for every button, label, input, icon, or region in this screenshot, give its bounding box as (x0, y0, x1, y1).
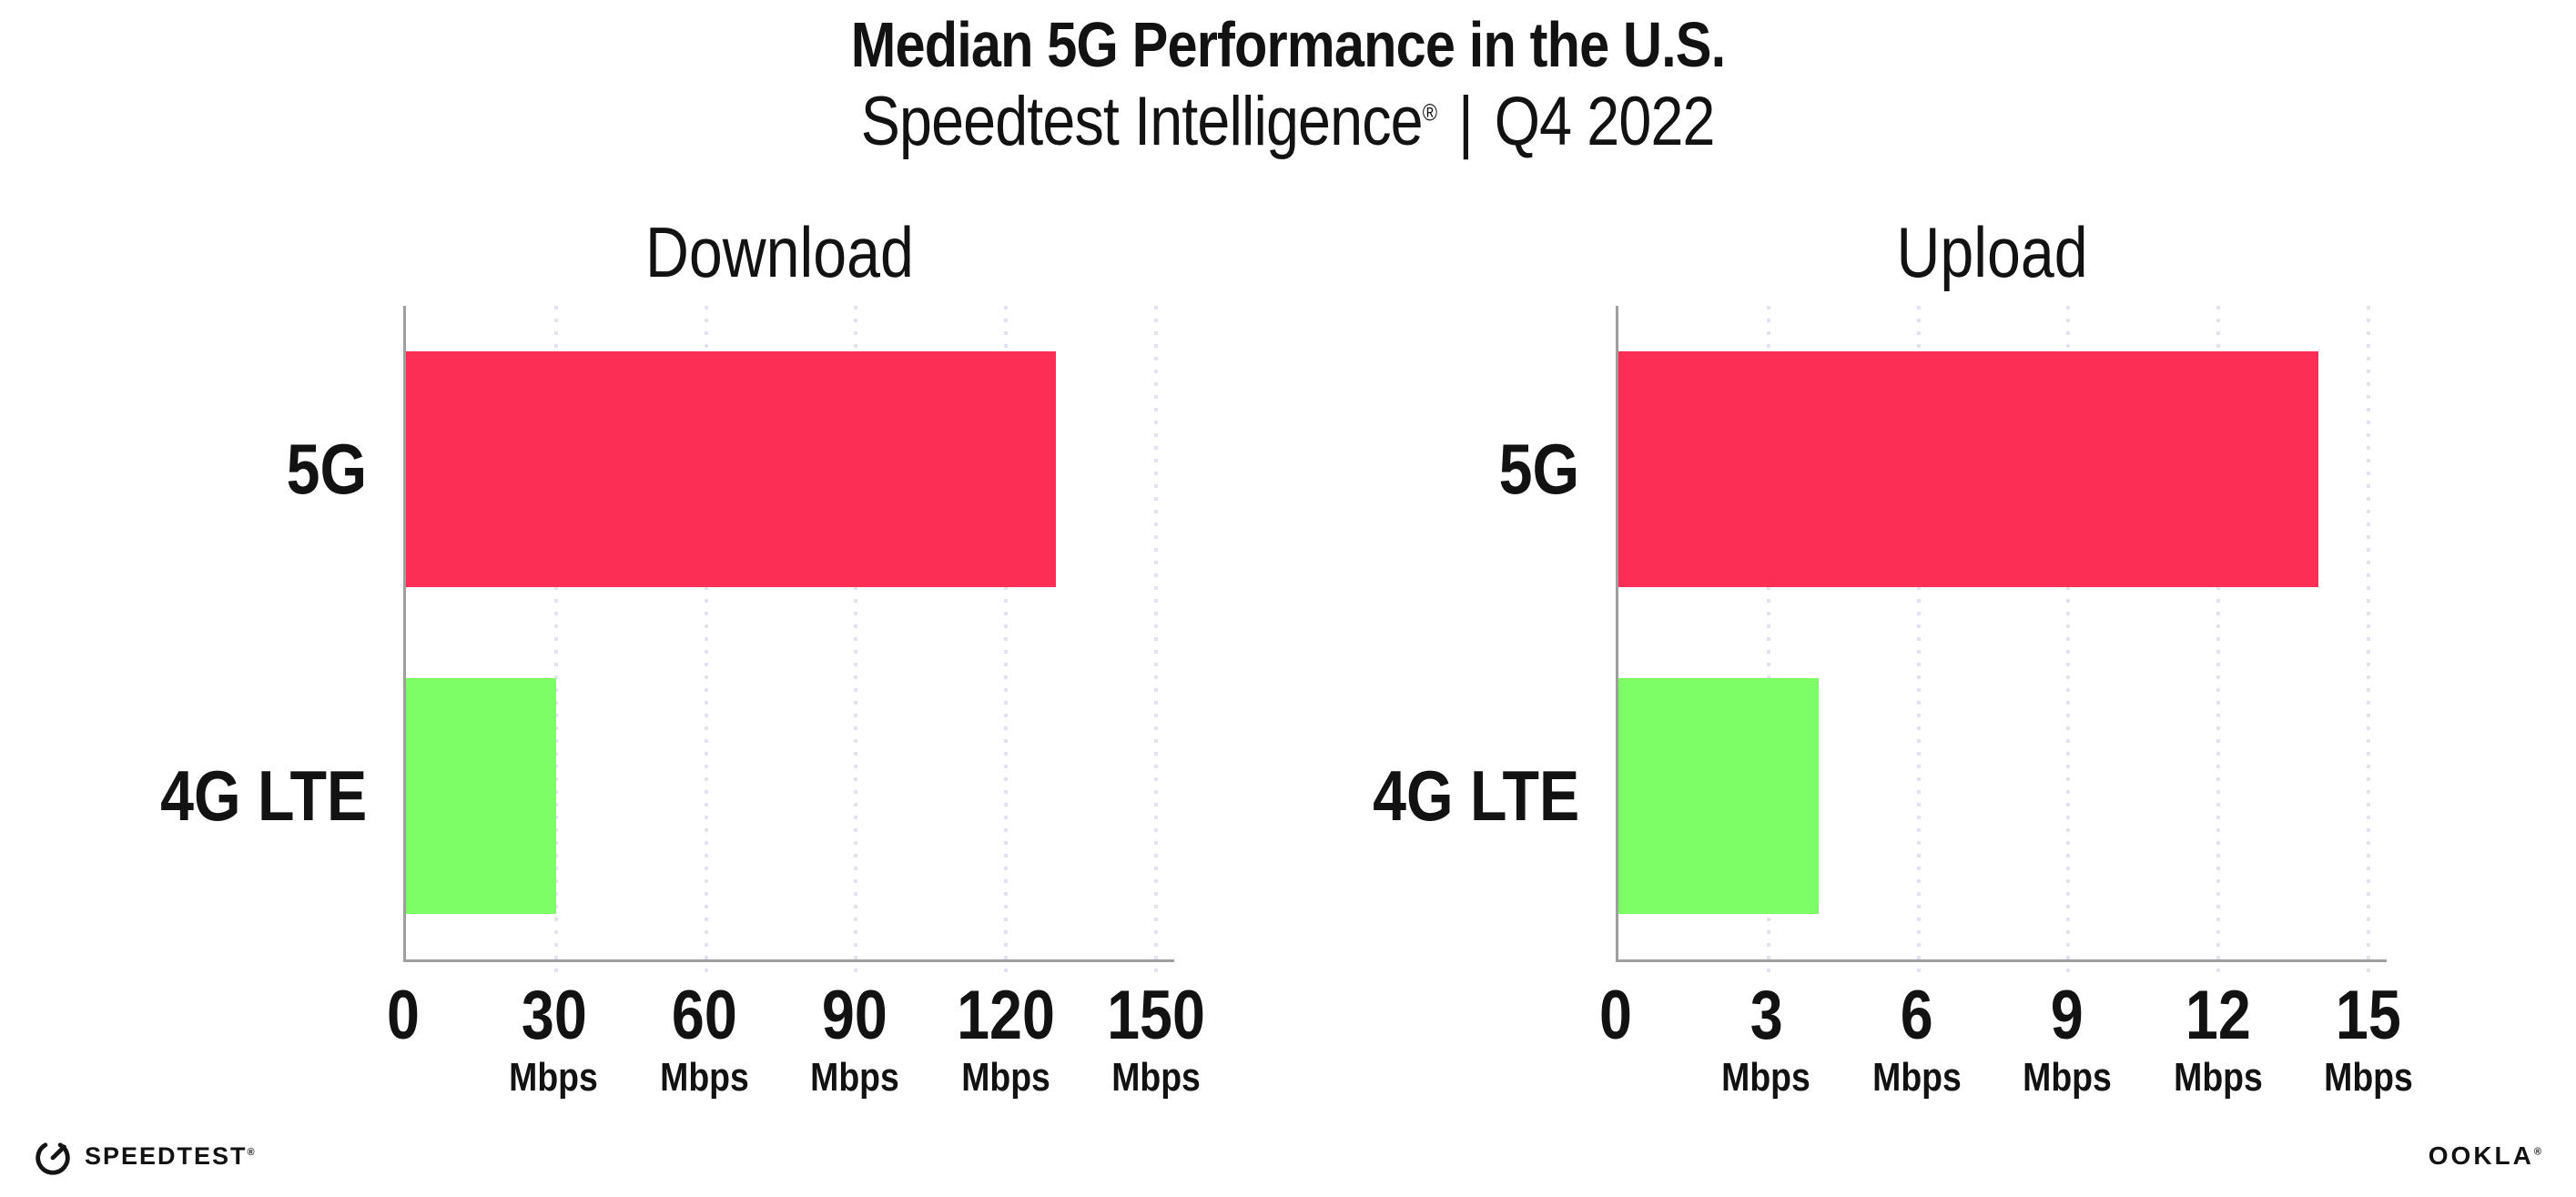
subtitle-separator: | (1458, 83, 1474, 160)
upload-plot-row: 5G 4G LTE (1303, 306, 2387, 974)
download-x-tick-120: 120 Mbps (948, 981, 1063, 1098)
upload-x-tick-12: 12 Mbps (2165, 981, 2270, 1098)
upload-gridline-12 (2216, 306, 2221, 974)
ookla-wordmark: OOKLA® (2428, 1141, 2544, 1170)
upload-x-tick-3: 3 Mbps (1714, 981, 1819, 1098)
x-tick-unit: Mbps (2173, 1055, 2263, 1100)
x-tick-unit: Mbps (1721, 1055, 1811, 1100)
x-tick-value: 60 (671, 977, 737, 1054)
subtitle-brand: Speedtest Intelligence (861, 83, 1424, 160)
x-tick-unit: Mbps (509, 1055, 599, 1100)
upload-x-tick-0: 0 (1597, 981, 1635, 1050)
upload-5g-bar (1618, 351, 2319, 587)
download-chart: Download 5G 4G LTE 0 30 Mbps 60 Mbps 90 Mbps 12… (91, 212, 1205, 1118)
upload-gridline-3 (1766, 306, 1770, 974)
upload-x-tick-9: 9 Mbps (2015, 981, 2120, 1098)
download-gridline-60 (704, 306, 708, 974)
x-tick-value: 12 (2185, 977, 2251, 1054)
upload-x-axis-labels: 0 3 Mbps 6 Mbps 9 Mbps 12 Mbps 15 Mbps (1599, 981, 2413, 1118)
download-gridline-90 (854, 306, 858, 974)
download-plot-area (403, 306, 1174, 974)
upload-gridline-6 (1916, 306, 1921, 974)
footer: SPEEDTEST® OOKLA® (32, 1135, 2544, 1177)
x-tick-value: 9 (2051, 977, 2084, 1054)
header: Median 5G Performance in the U.S. Speedt… (0, 13, 2576, 157)
upload-chart: Upload 5G 4G LTE 0 3 Mbps 6 Mbps 9 Mbps 12 Mbps 1… (1303, 212, 2413, 1118)
x-tick-unit: Mbps (960, 1055, 1050, 1100)
download-gridline-120 (1004, 306, 1009, 974)
download-x-tick-60: 60 Mbps (652, 981, 756, 1098)
x-tick-value: 150 (1107, 977, 1205, 1054)
download-x-tick-90: 90 Mbps (803, 981, 908, 1098)
download-chart-title: Download (645, 212, 914, 292)
x-tick-unit: Mbps (810, 1055, 900, 1100)
subtitle-period: Q4 2022 (1495, 83, 1716, 160)
download-4g-lte-bar (406, 678, 556, 914)
page-subtitle: Speedtest Intelligence® | Q4 2022 (0, 87, 2576, 157)
download-5g-bar (406, 351, 1057, 587)
x-tick-value: 30 (521, 977, 587, 1054)
x-tick-value: 90 (822, 977, 888, 1054)
x-tick-unit: Mbps (659, 1055, 749, 1100)
upload-plot-area (1616, 306, 2387, 974)
upload-category-labels: 5G 4G LTE (1303, 306, 1616, 959)
page-title: Median 5G Performance in the U.S. (850, 9, 1726, 80)
charts-area: Download 5G 4G LTE 0 30 Mbps 60 Mbps 90 Mbps 12… (0, 212, 2413, 1118)
category-label-5g: 5G (1498, 429, 1579, 509)
upload-chart-title: Upload (1896, 212, 2088, 292)
speedtest-gauge-icon (35, 1142, 70, 1175)
download-gridline-150 (1154, 306, 1158, 974)
x-tick-unit: Mbps (1871, 1055, 1962, 1100)
speedtest-logo: SPEEDTEST® (32, 1135, 257, 1177)
x-tick-value: 6 (1900, 977, 1933, 1054)
x-tick-unit: Mbps (2324, 1055, 2413, 1100)
x-tick-unit: Mbps (2023, 1055, 2113, 1100)
upload-gridline-9 (2066, 306, 2071, 974)
download-x-tick-30: 30 Mbps (502, 981, 606, 1098)
download-x-tick-0: 0 (384, 981, 422, 1050)
ookla-registered-mark: ® (2533, 1146, 2544, 1158)
x-tick-value: 0 (1599, 977, 1632, 1054)
upload-x-tick-15: 15 Mbps (2317, 981, 2421, 1098)
x-tick-value: 0 (387, 977, 420, 1054)
upload-x-tick-6: 6 Mbps (1864, 981, 1969, 1098)
x-tick-value: 15 (2336, 977, 2401, 1054)
upload-4g-lte-bar (1618, 678, 1819, 914)
ookla-logo: OOKLA® (2429, 1141, 2544, 1171)
upload-gridline-15 (2367, 306, 2370, 974)
category-label-5g: 5G (286, 429, 367, 509)
download-plot-row: 5G 4G LTE (91, 306, 1174, 974)
category-label-4g-lte: 4G LTE (1372, 756, 1579, 836)
speedtest-registered-mark: ® (247, 1146, 257, 1158)
download-gridline-30 (553, 306, 558, 974)
download-x-axis-labels: 0 30 Mbps 60 Mbps 90 Mbps 120 Mbps 150 Mbps (387, 981, 1205, 1118)
speedtest-wordmark: SPEEDTEST® (85, 1141, 257, 1170)
x-tick-value: 3 (1749, 977, 1783, 1054)
download-x-tick-150: 150 Mbps (1099, 981, 1214, 1098)
category-label-4g-lte: 4G LTE (159, 756, 367, 836)
download-category-labels: 5G 4G LTE (91, 306, 403, 959)
registered-mark: ® (1423, 98, 1437, 127)
x-tick-unit: Mbps (1111, 1055, 1201, 1100)
x-tick-value: 120 (956, 977, 1055, 1054)
